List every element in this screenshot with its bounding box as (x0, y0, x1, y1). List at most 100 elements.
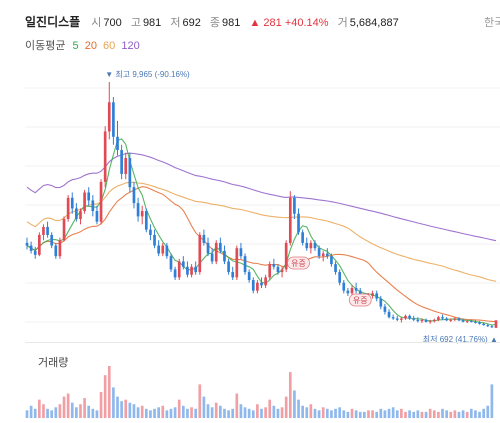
candle-body (136, 203, 140, 217)
candle-body (79, 211, 82, 220)
volume-bar (260, 408, 263, 418)
volume-bar (297, 399, 300, 418)
rights-offering-badge-bg (348, 293, 372, 307)
volume-bar (33, 408, 37, 418)
volume-bar (437, 411, 440, 418)
candle-body (309, 242, 313, 249)
volume-bar (325, 408, 329, 418)
candle-body (445, 318, 448, 321)
volume-bar (490, 384, 494, 418)
candle-body (58, 240, 62, 257)
volume-bar (338, 407, 342, 418)
volume-bar (128, 402, 132, 418)
candle-body (153, 234, 156, 246)
candle-body (91, 200, 95, 212)
volume-bar (256, 404, 259, 418)
volume-bar (87, 405, 91, 418)
candle-body (186, 266, 189, 275)
volume-bar (313, 408, 317, 418)
volume-bar (202, 396, 206, 418)
candle-body (387, 311, 391, 318)
volume-bar (354, 410, 358, 418)
volume-bar (264, 407, 267, 418)
candle-body (219, 242, 222, 251)
volume-bar (305, 407, 309, 418)
volume-bar (358, 411, 362, 418)
candle-body (190, 266, 193, 275)
candle-body (132, 187, 136, 204)
candle-body (276, 266, 280, 273)
volume-bar (408, 410, 411, 418)
candle-body (116, 136, 119, 151)
candle-body (194, 266, 198, 273)
volume-bar (214, 402, 218, 418)
volume-bar (169, 408, 173, 418)
stock-name: 일진디스플 (25, 15, 81, 29)
corner-text: 한국 (484, 17, 500, 29)
candle-body (330, 256, 333, 265)
low-label: 저 (170, 17, 181, 29)
volume-bar (280, 407, 284, 418)
candle-body (206, 242, 210, 254)
candle-body (404, 315, 407, 319)
volume-bar (25, 410, 29, 418)
volume-bar (379, 408, 383, 418)
volume-bar (441, 408, 444, 418)
ma-legend-item-5: 5 (72, 40, 79, 52)
candle-body (251, 280, 255, 291)
candle-body (301, 232, 304, 243)
volume-bar (190, 407, 193, 418)
candle-body (120, 150, 123, 174)
volume-bar (276, 408, 280, 418)
ma-legend-item-20: 20 (84, 40, 97, 52)
volume-bar (161, 405, 165, 418)
ma-legend-item-60: 60 (103, 40, 116, 52)
candle-body (478, 322, 481, 324)
volume-bar (321, 407, 325, 418)
volume-bar (247, 408, 251, 418)
candle-body (66, 197, 70, 220)
candle-body (408, 315, 411, 319)
volume-bar (400, 408, 403, 418)
volume-bar (194, 408, 198, 418)
volume-bar (42, 404, 45, 418)
volume-bar (474, 410, 477, 418)
volume-bar (227, 410, 230, 418)
volume-bar (112, 387, 115, 418)
candle-body (383, 306, 387, 312)
volume-bar (486, 405, 490, 418)
candle-body (469, 321, 473, 323)
volume-bar (91, 408, 95, 418)
volume-bar (124, 399, 128, 418)
volume-bar (465, 411, 469, 418)
volume-bar (83, 398, 86, 418)
change-arrow-icon: ▲ (249, 17, 261, 29)
volume-bar (424, 411, 428, 418)
volume-bar (449, 411, 453, 418)
volume-bar (153, 408, 156, 418)
volume-bar (453, 410, 457, 418)
candle-body (54, 245, 58, 257)
volume-bar (95, 410, 99, 418)
candle-body (420, 319, 424, 322)
volume-bar (367, 410, 370, 418)
candle-body (268, 264, 272, 278)
candle-body (62, 219, 66, 241)
volume-bar (428, 408, 432, 418)
rights-offering-badge-bg (287, 256, 310, 270)
candle-body (75, 208, 78, 220)
rights-offering-badge: 유증 (291, 259, 306, 268)
candle-body (202, 234, 206, 243)
candle-body (239, 248, 243, 257)
volume-bar (177, 399, 181, 418)
volume-bar (387, 408, 391, 418)
volume-bar (375, 411, 379, 418)
volume-bar (416, 410, 420, 418)
volume-bar (350, 408, 354, 418)
ma-60-line (26, 181, 497, 282)
volume-bar (38, 399, 41, 418)
candle-body (247, 272, 251, 281)
candle-body (235, 248, 239, 278)
